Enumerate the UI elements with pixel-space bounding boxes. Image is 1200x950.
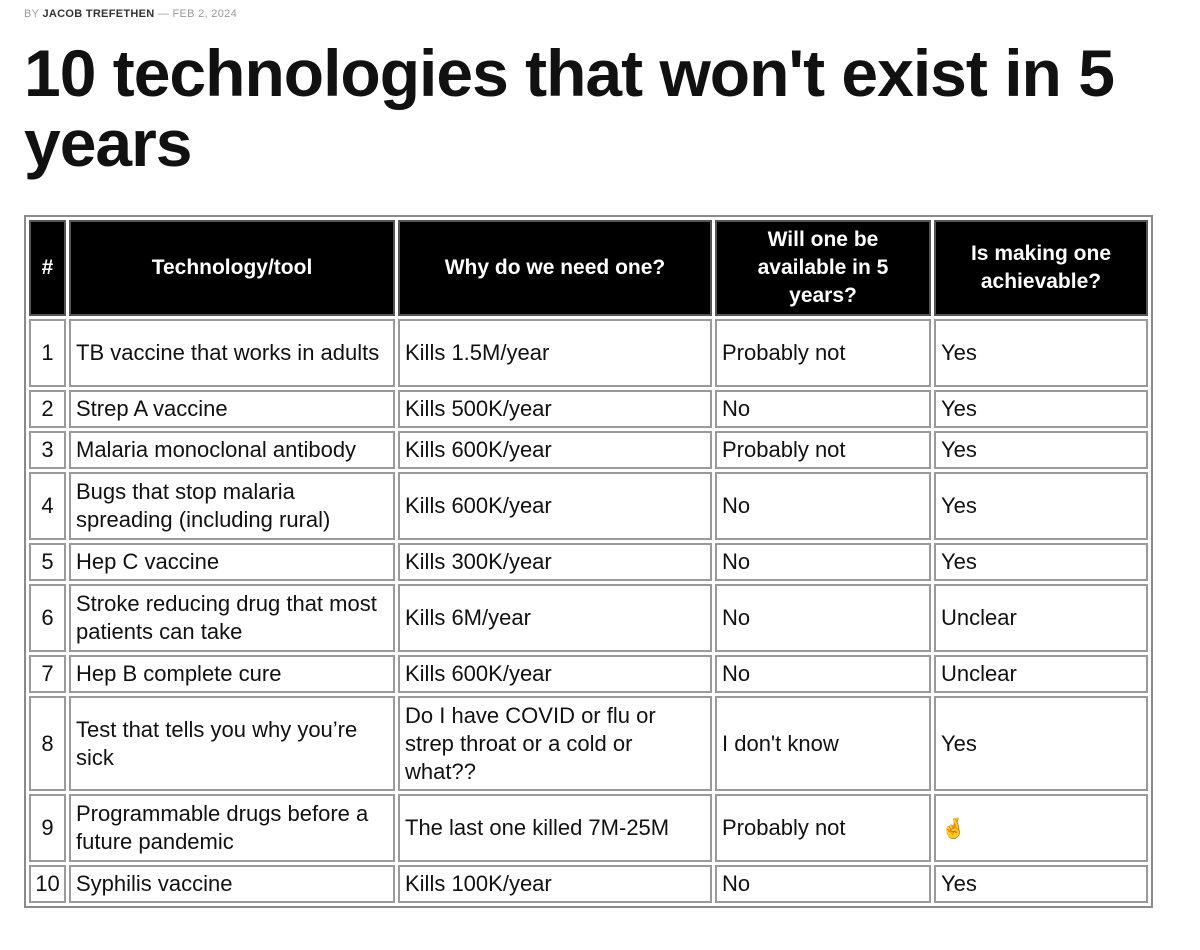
- table-row: 8 Test that tells you why you’re sick Do I…: [29, 696, 1148, 791]
- header-technology: Technology/tool: [69, 220, 395, 316]
- why-cell: Kills 600K/year: [398, 655, 712, 693]
- why-cell: Kills 600K/year: [398, 431, 712, 469]
- availability-cell: No: [715, 655, 931, 693]
- achievable-cell: Yes: [934, 431, 1148, 469]
- table-row: 7 Hep B complete cure Kills 600K/year No Unc…: [29, 655, 1148, 693]
- header-number: #: [29, 220, 66, 316]
- technology-cell: Stroke reducing drug that most patients …: [69, 584, 395, 652]
- technology-cell: Programmable drugs before a future pande…: [69, 794, 395, 862]
- availability-cell: Probably not: [715, 319, 931, 387]
- table-row: 3 Malaria monoclonal antibody Kills 600K/y…: [29, 431, 1148, 469]
- availability-cell: No: [715, 865, 931, 903]
- why-cell: Kills 600K/year: [398, 472, 712, 540]
- article-title: 10 technologies that won't exist in 5 ye…: [24, 36, 1115, 180]
- technology-cell: Strep A vaccine: [69, 390, 395, 428]
- row-number: 1: [29, 319, 66, 387]
- availability-cell: No: [715, 472, 931, 540]
- table-row: 6 Stroke reducing drug that most patients…: [29, 584, 1148, 652]
- header-achievable: Is making one achievable?: [934, 220, 1148, 316]
- availability-cell: No: [715, 390, 931, 428]
- technology-cell: Test that tells you why you’re sick: [69, 696, 395, 791]
- achievable-cell: Yes: [934, 390, 1148, 428]
- achievable-cell: Unclear: [934, 584, 1148, 652]
- crossed-fingers-icon: 🤞: [941, 817, 966, 840]
- availability-cell: Probably not: [715, 431, 931, 469]
- achievable-cell: Yes: [934, 865, 1148, 903]
- header-available: Will one be available in 5 years?: [715, 220, 931, 316]
- table-image: # Technology/tool Why do we need one? Wi…: [24, 215, 1153, 908]
- table-row: 2 Strep A vaccine Kills 500K/year No Yes: [29, 390, 1148, 428]
- table-header-row: # Technology/tool Why do we need one? Wi…: [29, 220, 1148, 316]
- author-link[interactable]: JACOB TREFETHEN: [42, 8, 155, 20]
- row-number: 6: [29, 584, 66, 652]
- byline: BY JACOB TREFETHEN — FEB 2, 2024: [24, 8, 237, 20]
- byline-prefix: BY: [24, 8, 40, 20]
- achievable-cell: Yes: [934, 472, 1148, 540]
- technology-cell: Hep B complete cure: [69, 655, 395, 693]
- table-row: 5 Hep C vaccine Kills 300K/year No Yes: [29, 543, 1148, 581]
- technology-cell: Hep C vaccine: [69, 543, 395, 581]
- technologies-table: # Technology/tool Why do we need one? Wi…: [24, 215, 1153, 908]
- availability-cell: Probably not: [715, 794, 931, 862]
- table-row: 9 Programmable drugs before a future pand…: [29, 794, 1148, 862]
- table-row: 4 Bugs that stop malaria spreading (inclu…: [29, 472, 1148, 540]
- technology-cell: Malaria monoclonal antibody: [69, 431, 395, 469]
- table-body: 1 TB vaccine that works in adults Kills 1.…: [29, 319, 1148, 903]
- achievable-cell: Yes: [934, 696, 1148, 791]
- availability-cell: I don't know: [715, 696, 931, 791]
- technology-cell: Bugs that stop malaria spreading (includ…: [69, 472, 395, 540]
- row-number: 3: [29, 431, 66, 469]
- why-cell: Do I have COVID or flu or strep throat o…: [398, 696, 712, 791]
- header-why: Why do we need one?: [398, 220, 712, 316]
- availability-cell: No: [715, 584, 931, 652]
- why-cell: Kills 1.5M/year: [398, 319, 712, 387]
- table-row: 1 TB vaccine that works in adults Kills 1.…: [29, 319, 1148, 387]
- byline-separator: —: [157, 8, 170, 20]
- why-cell: The last one killed 7M-25M: [398, 794, 712, 862]
- technology-cell: Syphilis vaccine: [69, 865, 395, 903]
- achievable-cell: Yes: [934, 543, 1148, 581]
- table-row: 10 Syphilis vaccine Kills 100K/year No Yes: [29, 865, 1148, 903]
- achievable-cell: Yes: [934, 319, 1148, 387]
- row-number: 4: [29, 472, 66, 540]
- technology-cell: TB vaccine that works in adults: [69, 319, 395, 387]
- why-cell: Kills 500K/year: [398, 390, 712, 428]
- row-number: 10: [29, 865, 66, 903]
- why-cell: Kills 6M/year: [398, 584, 712, 652]
- achievable-cell: Unclear: [934, 655, 1148, 693]
- row-number: 7: [29, 655, 66, 693]
- row-number: 9: [29, 794, 66, 862]
- why-cell: Kills 300K/year: [398, 543, 712, 581]
- row-number: 8: [29, 696, 66, 791]
- availability-cell: No: [715, 543, 931, 581]
- row-number: 5: [29, 543, 66, 581]
- publish-date: FEB 2, 2024: [172, 8, 237, 20]
- achievable-cell: 🤞: [934, 794, 1148, 862]
- why-cell: Kills 100K/year: [398, 865, 712, 903]
- row-number: 2: [29, 390, 66, 428]
